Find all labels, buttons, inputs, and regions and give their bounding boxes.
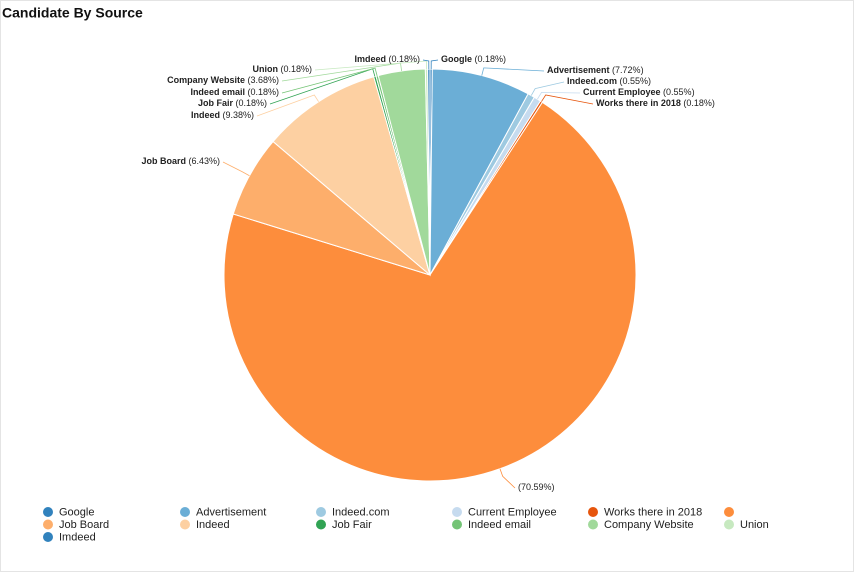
legend-label: Company Website [604, 519, 694, 531]
slice-label: Advertisement (7.72%) [547, 65, 644, 75]
slice-label-value: (0.18%) [247, 87, 279, 97]
slice-label: Indeed (9.38%) [191, 110, 254, 120]
slice-label-value: (0.18%) [235, 98, 267, 108]
legend-label: Indeed.com [332, 506, 389, 518]
pie-slice [429, 68, 529, 276]
legend-label: Works there in 2018 [604, 506, 702, 518]
legend-swatch [180, 507, 190, 517]
slice-label-value: (0.18%) [683, 98, 715, 108]
legend-label: Google [59, 506, 94, 518]
pie-slice [272, 76, 431, 277]
leader-line [430, 59, 439, 70]
slice-label-value: (70.59%) [518, 482, 555, 492]
slice-label-value: (3.68%) [247, 75, 279, 85]
leader-line [530, 81, 565, 96]
slice-label: Indeed.com (0.55%) [567, 76, 651, 86]
slice-label: Company Website (3.68%) [167, 75, 279, 85]
slice-label-name: Current Employee [583, 87, 661, 97]
slice-label: Works there in 2018 (0.18%) [596, 98, 715, 108]
legend-swatch [452, 519, 462, 530]
slice-label: Google (0.18%) [441, 54, 506, 64]
slice-label-name: Indeed email [190, 87, 245, 97]
legend-swatch [588, 519, 598, 530]
legend-swatch [43, 507, 53, 517]
legend-swatch [724, 507, 734, 517]
slice-label-name: Company Website [167, 75, 245, 85]
legend-swatch [588, 507, 598, 517]
slice-label: Job Board (6.43%) [141, 156, 220, 166]
legend-label: Job Fair [332, 519, 372, 531]
pie-slice [223, 101, 637, 482]
leader-line [499, 468, 516, 489]
legend-swatch [724, 519, 734, 530]
slice-label-value: (0.18%) [280, 64, 312, 74]
leader-line [541, 94, 594, 105]
slice-label-value: (9.38%) [222, 110, 254, 120]
legend-swatch [316, 507, 326, 517]
slice-label-value: (0.18%) [475, 54, 507, 64]
slice-label-value: (0.55%) [620, 76, 652, 86]
legend-label: Imdeed [59, 531, 96, 543]
slice-label-name: Job Fair [198, 98, 234, 108]
slice-label: (70.59%) [518, 482, 555, 492]
slice-label: Imdeed (0.18%) [354, 54, 420, 64]
legend-swatch [316, 519, 326, 530]
slice-label: Current Employee (0.55%) [583, 87, 695, 97]
slice-label-value: (0.55%) [663, 87, 695, 97]
slice-label-name: Indeed [191, 110, 220, 120]
legend-label: Indeed [196, 519, 230, 531]
slice-label: Job Fair (0.18%) [198, 98, 267, 108]
legend-swatch [180, 519, 190, 530]
legend-label: Union [740, 519, 769, 531]
slice-label-name: Advertisement [547, 65, 610, 75]
pie-slice [427, 68, 431, 276]
leader-line [537, 91, 581, 100]
slice-label-value: (7.72%) [612, 65, 644, 75]
slice-label-value: (0.18%) [388, 54, 420, 64]
leader-line [222, 161, 250, 177]
leader-line [481, 67, 545, 76]
legend-swatch [43, 519, 53, 530]
slice-label-name: Job Board [141, 156, 186, 166]
leader-line [314, 60, 427, 71]
slice-label-value: (6.43%) [188, 156, 220, 166]
slice-label-name: Works there in 2018 [596, 98, 681, 108]
legend-swatch [43, 532, 53, 542]
legend-label: Job Board [59, 519, 109, 531]
legend-label: Indeed email [468, 519, 531, 531]
legend-label: Current Employee [468, 506, 557, 518]
slice-label: Indeed email (0.18%) [190, 87, 279, 97]
legend-label: Advertisement [196, 506, 266, 518]
chart-title: Candidate By Source [2, 5, 143, 21]
legend-swatch [452, 507, 462, 517]
slice-label-name: Google [441, 54, 472, 64]
slice-label: Union (0.18%) [252, 64, 312, 74]
leader-line [256, 94, 319, 117]
slice-label-name: Union [252, 64, 278, 74]
slice-label-name: Indeed.com [567, 76, 617, 86]
slice-label-name: Imdeed [354, 54, 386, 64]
leader-line [281, 67, 378, 94]
leader-line [422, 59, 430, 70]
